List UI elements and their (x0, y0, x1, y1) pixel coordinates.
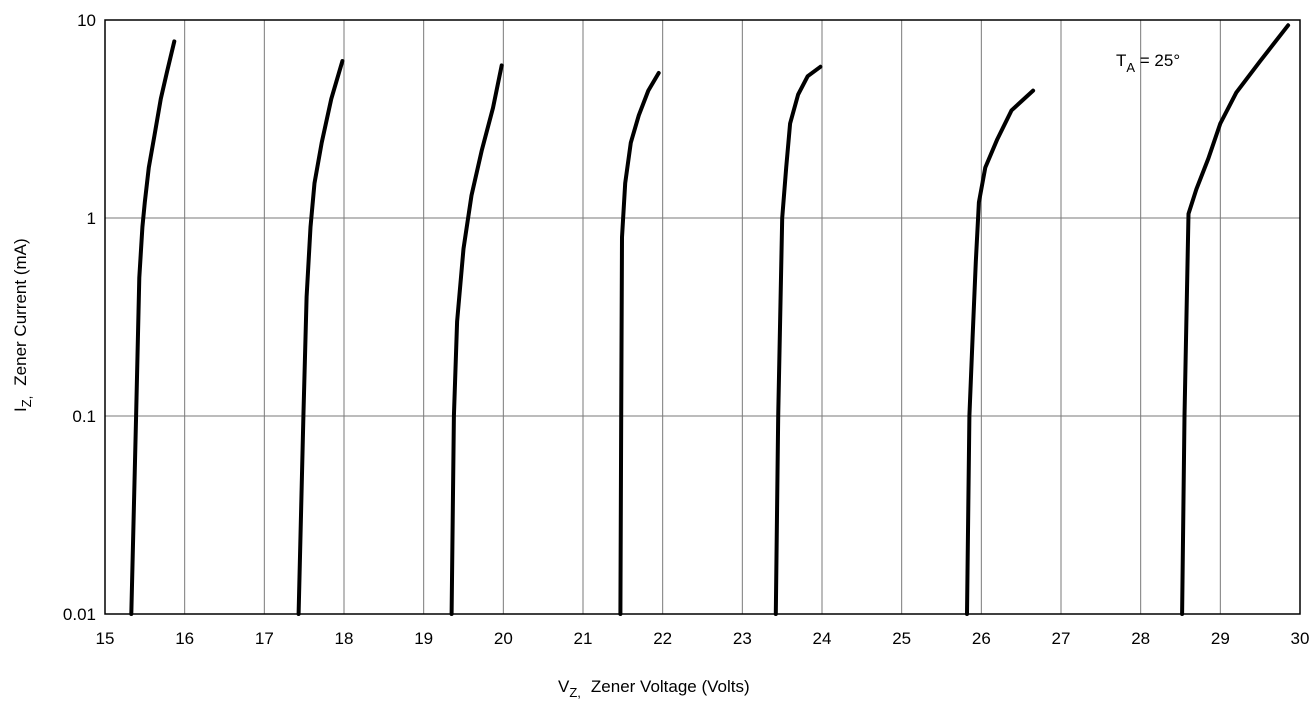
x-tick-label: 30 (1291, 629, 1310, 648)
zener-curve-3 (449, 63, 504, 616)
x-tick-label: 29 (1211, 629, 1230, 648)
zener-curve-2 (296, 59, 345, 616)
y-axis-label-main: I (11, 407, 30, 412)
y-tick-label: 0.1 (72, 407, 96, 426)
x-tick-label: 21 (574, 629, 593, 648)
zener-curve-6 (965, 88, 1036, 616)
y-axis-label-sub: Z, (19, 396, 34, 408)
x-tick-label: 28 (1131, 629, 1150, 648)
x-tick-label: 27 (1052, 629, 1071, 648)
y-tick-labels: 0.01 0.1 1 10 (63, 11, 96, 624)
plot-frame (104, 19, 1301, 615)
x-axis-label-main: V (558, 677, 570, 696)
x-tick-label: 17 (255, 629, 274, 648)
x-tick-label: 23 (733, 629, 752, 648)
x-axis-label: VZ, Zener Voltage (Volts) (558, 677, 750, 700)
x-tick-label: 15 (96, 629, 115, 648)
annotation-sub: A (1126, 60, 1135, 75)
x-tick-label: 18 (335, 629, 354, 648)
zener-curve-1 (129, 39, 177, 616)
annotation-text: = 25° (1135, 51, 1180, 70)
x-tick-label: 16 (175, 629, 194, 648)
zener-curve-4 (618, 71, 661, 616)
y-axis-label: IZ, Zener Current (mA) (11, 238, 34, 412)
x-axis-label-text: Zener Voltage (Volts) (591, 677, 750, 696)
x-tick-label: 24 (813, 629, 832, 648)
x-tick-label: 26 (972, 629, 991, 648)
temperature-annotation: TA = 25° (1116, 51, 1180, 75)
zener-curve-5 (773, 64, 823, 616)
y-tick-label: 10 (77, 11, 96, 30)
x-tick-label: 25 (892, 629, 911, 648)
y-axis-label-text: Zener Current (mA) (11, 238, 30, 385)
x-axis-label-sub: Z, (569, 685, 581, 700)
series-curves (129, 23, 1291, 616)
grid-lines (105, 20, 1300, 614)
zener-curve-7 (1180, 23, 1291, 616)
x-tick-labels: 15 16 17 18 19 20 21 22 23 24 25 26 27 28 29 30 (96, 629, 1310, 648)
y-tick-label: 0.01 (63, 605, 96, 624)
x-tick-label: 19 (414, 629, 433, 648)
x-tick-label: 20 (494, 629, 513, 648)
x-tick-label: 22 (653, 629, 672, 648)
y-tick-label: 1 (87, 209, 96, 228)
annotation-main: T (1116, 51, 1126, 70)
